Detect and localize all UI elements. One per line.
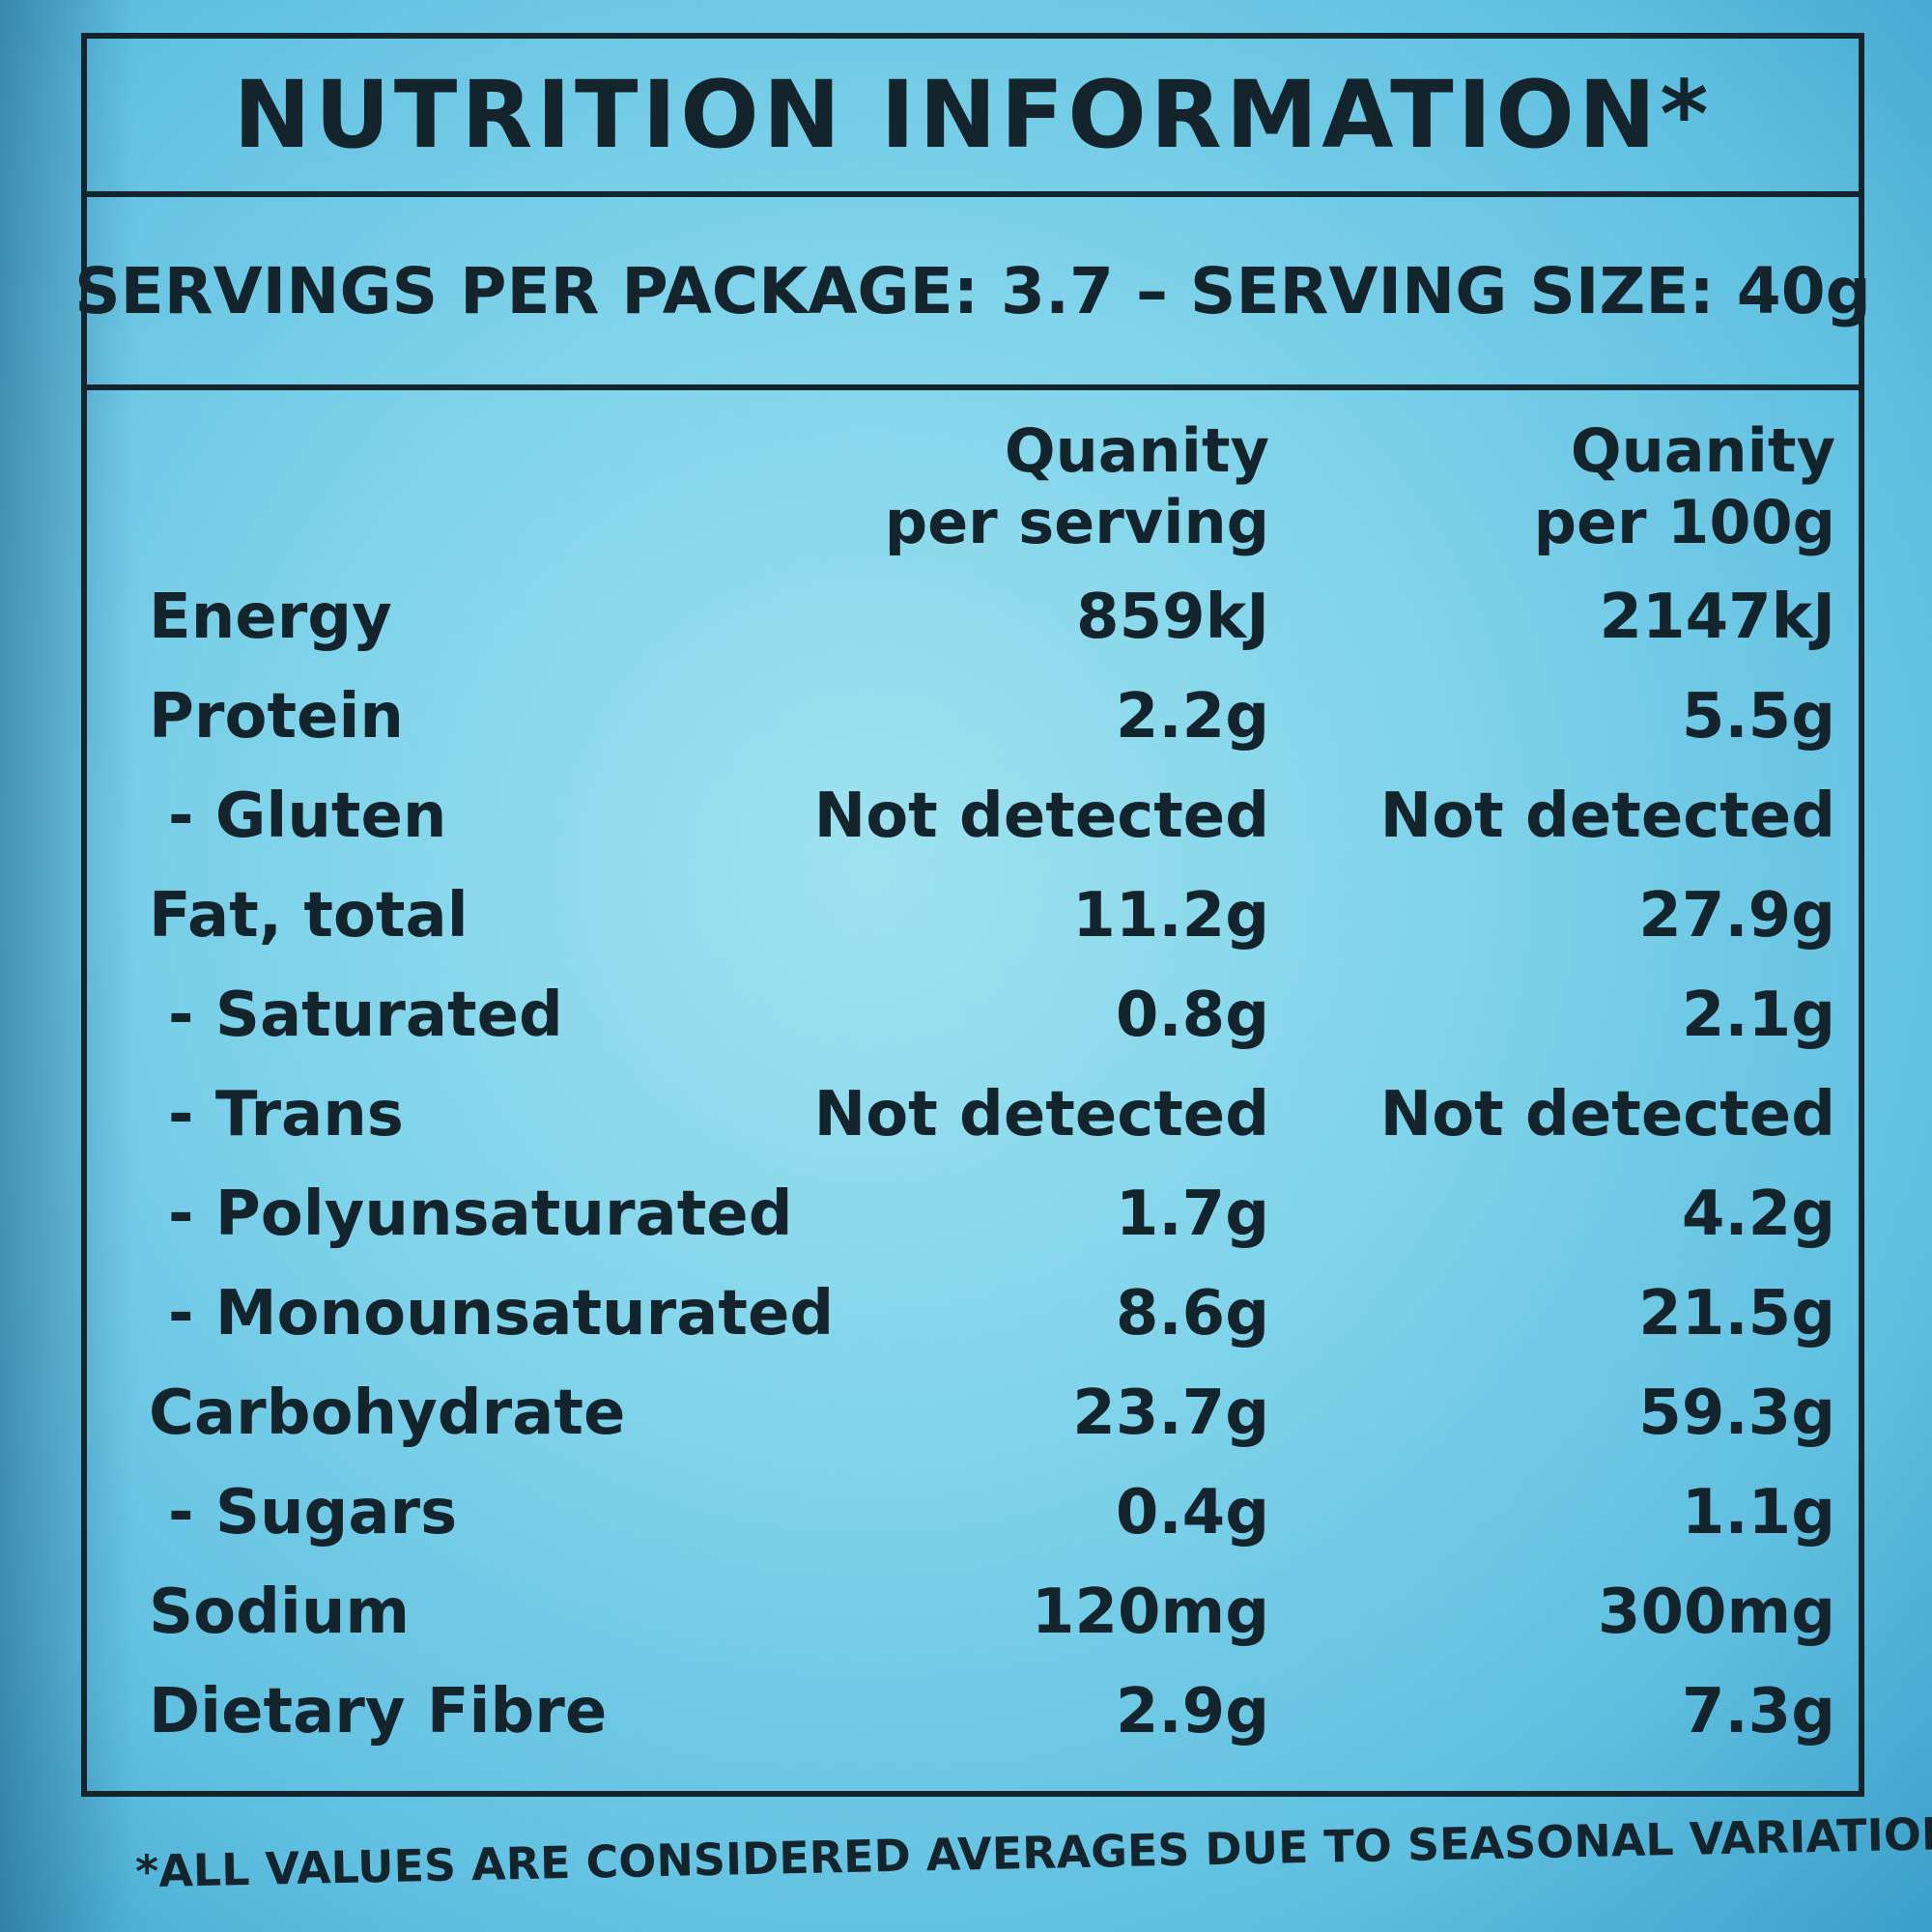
- table-row: Energy 859kJ 2147kJ: [87, 568, 1859, 668]
- table-row: - Saturated 0.8g 2.1g: [87, 966, 1859, 1065]
- nutrient-label: Carbohydrate: [149, 1378, 626, 1449]
- value-per-100g: 300mg: [1597, 1577, 1835, 1648]
- title-row: NUTRITION INFORMATION*: [87, 39, 1859, 197]
- value-per-serving: 2.9g: [1115, 1676, 1269, 1747]
- nutrient-label: - Monounsaturated: [168, 1278, 835, 1350]
- value-per-100g: 2.1g: [1681, 980, 1835, 1051]
- nutrient-label: - Trans: [168, 1079, 404, 1151]
- value-per-serving: 120mg: [1031, 1577, 1269, 1648]
- value-per-100g: 21.5g: [1638, 1278, 1835, 1350]
- value-per-100g: 59.3g: [1638, 1378, 1835, 1449]
- value-per-100g: Not detected: [1379, 781, 1835, 852]
- value-per-100g: 1.1g: [1681, 1477, 1835, 1548]
- nutrient-label: - Saturated: [168, 980, 563, 1051]
- serving-row: SERVINGS PER PACKAGE: 3.7 – SERVING SIZE…: [74, 197, 1871, 390]
- nutrient-label: - Gluten: [168, 781, 447, 852]
- value-per-serving: 0.8g: [1115, 980, 1269, 1051]
- value-per-100g: Not detected: [1379, 1079, 1835, 1151]
- table-row: Protein 2.2g 5.5g: [87, 668, 1859, 767]
- table-row: - Trans Not detected Not detected: [87, 1065, 1859, 1165]
- value-per-serving: 2.2g: [1115, 681, 1269, 753]
- footnote: *ALL VALUES ARE CONSIDERED AVERAGES DUE …: [134, 1806, 1932, 1898]
- nutrition-table: Quanity per serving Quanity per 100g Ene…: [87, 390, 1859, 1791]
- value-per-serving: 23.7g: [1072, 1378, 1269, 1449]
- column-header-per-100g: Quanity per 100g: [1534, 415, 1835, 558]
- value-per-100g: 7.3g: [1681, 1676, 1835, 1747]
- nutrient-label: Protein: [149, 681, 404, 753]
- nutrient-label: Dietary Fibre: [149, 1676, 608, 1747]
- nutrient-label: - Sugars: [168, 1477, 458, 1548]
- column-header-line: per 100g: [1533, 487, 1835, 557]
- nutrient-label: Fat, total: [149, 880, 469, 952]
- panel-title: NUTRITION INFORMATION*: [233, 61, 1713, 169]
- value-per-100g: 4.2g: [1681, 1179, 1835, 1250]
- column-header-line: per serving: [884, 487, 1269, 557]
- table-row: Dietary Fibre 2.9g 7.3g: [87, 1662, 1859, 1762]
- value-per-serving: 11.2g: [1072, 880, 1269, 952]
- value-per-serving: Not detected: [813, 1079, 1269, 1151]
- value-per-100g: 27.9g: [1638, 880, 1835, 952]
- table-row: - Sugars 0.4g 1.1g: [87, 1463, 1859, 1563]
- value-per-serving: 8.6g: [1115, 1278, 1269, 1350]
- table-row: Sodium 120mg 300mg: [87, 1563, 1859, 1662]
- table-row: Fat, total 11.2g 27.9g: [87, 867, 1859, 966]
- table-row: - Monounsaturated 8.6g 21.5g: [87, 1264, 1859, 1364]
- nutrient-label: Energy: [149, 582, 392, 653]
- column-header-line: Quanity: [1004, 415, 1269, 486]
- background-shadow: [0, 0, 135, 1932]
- value-per-serving: 1.7g: [1115, 1179, 1269, 1250]
- nutrient-rows: Energy 859kJ 2147kJ Protein 2.2g 5.5g - Gluten…: [87, 568, 1859, 1762]
- nutrition-panel: NUTRITION INFORMATION* SERVINGS PER PACK…: [74, 33, 1871, 1797]
- nutrient-label: - Polyunsaturated: [168, 1179, 793, 1250]
- value-per-100g: 5.5g: [1681, 681, 1835, 753]
- table-row: - Gluten Not detected Not detected: [87, 767, 1859, 867]
- table-row: Carbohydrate 23.7g 59.3g: [87, 1364, 1859, 1463]
- table-row: - Polyunsaturated 1.7g 4.2g: [87, 1165, 1859, 1264]
- value-per-serving: 0.4g: [1115, 1477, 1269, 1548]
- value-per-serving: Not detected: [813, 781, 1269, 852]
- serving-info: SERVINGS PER PACKAGE: 3.7 – SERVING SIZE…: [74, 253, 1871, 328]
- value-per-serving: 859kJ: [1076, 582, 1269, 653]
- value-per-100g: 2147kJ: [1599, 582, 1836, 653]
- column-header-per-serving: Quanity per serving: [885, 415, 1269, 558]
- column-header-line: Quanity: [1570, 415, 1835, 486]
- nutrient-label: Sodium: [149, 1577, 411, 1648]
